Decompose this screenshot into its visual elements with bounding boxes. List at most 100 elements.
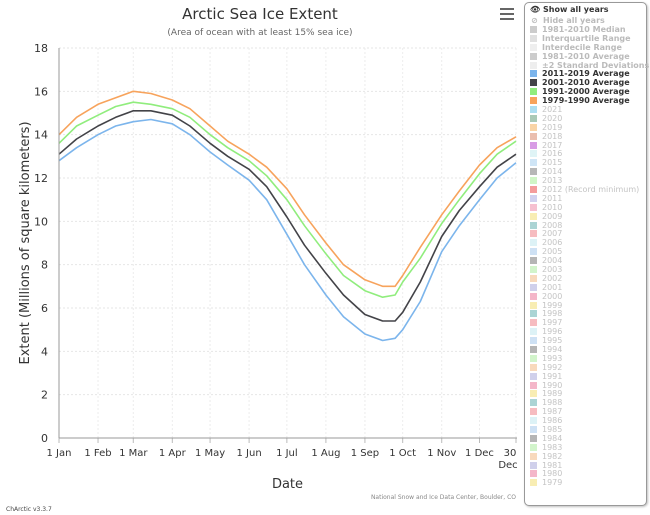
legend-item-label: Interquartile Range [542,33,631,43]
legend-item-label: 1994 [542,345,563,355]
legend-swatch-icon [530,88,537,96]
legend-item[interactable]: 1981-2010 Average [525,52,646,61]
legend-item[interactable]: 1999 [525,301,646,310]
legend-item[interactable]: 2004 [525,256,646,265]
legend-item[interactable]: 1993 [525,354,646,363]
y-tick-label: 14 [34,129,48,142]
legend-item-label: ±2 Standard Deviations [542,60,650,70]
legend-item[interactable]: ±2 Standard Deviations [525,60,650,70]
legend-item[interactable]: 2011 [525,194,646,203]
legend-swatch-icon [530,159,537,167]
legend-item[interactable]: 2003 [525,265,646,274]
legend-item[interactable]: 2001 [525,283,646,292]
legend-item[interactable]: 2012 (Record minimum) [525,185,646,194]
eye-icon: 👁 [530,5,541,14]
legend-swatch-icon [530,452,537,460]
legend-item[interactable]: 1998 [525,309,646,318]
legend-item[interactable]: 1981 [525,461,646,470]
legend-item[interactable]: 1982 [525,452,646,461]
legend-item[interactable]: 2020 [525,114,646,123]
legend-item[interactable]: 2016 [525,149,646,158]
legend-item[interactable]: 1995 [525,336,646,345]
x-tick-label: 1 Jan [47,448,72,459]
legend-item[interactable]: 2009 [525,212,646,221]
legend-item[interactable]: 1992 [525,363,646,372]
legend-swatch-icon [530,434,537,442]
series-line-2011-2019-average[interactable] [58,118,517,342]
legend-item[interactable]: 1990 [525,381,646,390]
legend-item-label: 1988 [542,398,563,408]
show-all-years-button[interactable]: 👁 Show all years [530,5,609,14]
legend-item[interactable]: 1989 [525,389,646,398]
legend-swatch-icon [530,390,537,398]
legend-item-label: 1981-2010 Average [542,51,630,61]
legend-item-label: 1995 [542,336,563,346]
legend-swatch-icon [530,114,537,122]
series-line-1991-2000-average[interactable] [58,101,517,299]
credit-text: National Snow and Ice Data Center, Bould… [370,494,516,501]
legend-swatch-icon [530,123,537,131]
legend-swatch-icon [530,301,537,309]
legend-item[interactable]: 1979-1990 Average [525,96,646,105]
legend-item[interactable]: Interquartile Range [525,34,646,43]
series-line-1979-1990-average[interactable] [58,90,517,288]
legend-swatch-icon [530,248,537,256]
legend-item[interactable]: 2021 [525,105,646,114]
series-line-2001-2010-average[interactable] [58,110,517,322]
legend-item[interactable]: 2002 [525,274,646,283]
legend-swatch-icon [530,141,537,149]
legend-item[interactable]: 1984 [525,434,646,443]
legend-item[interactable]: 2008 [525,221,646,230]
legend-swatch-icon [530,310,537,318]
legend-item[interactable]: 1988 [525,398,646,407]
legend-item[interactable]: 1997 [525,318,646,327]
line-chart: 0 2 4 6 8 10 12 14 16 18 1 Jan 1 Feb 1 Mar 1 Apr 1 Ma… [18,42,518,471]
legend-item[interactable]: 2000 [525,292,646,301]
x-tick-label: 1 Jun [237,448,262,459]
legend-item[interactable]: 2018 [525,132,646,141]
legend-item[interactable]: 1991 [525,372,646,381]
hamburger-menu-icon[interactable] [500,8,514,20]
legend-item[interactable]: 2007 [525,229,646,238]
legend-item[interactable]: 1980 [525,469,646,478]
legend-swatch-icon [530,265,537,273]
legend-item-label: 1984 [542,433,563,443]
legend-item[interactable]: 1987 [525,407,646,416]
legend-item[interactable]: 2005 [525,247,646,256]
legend-item-label: 1981-2010 Median [542,24,626,34]
legend-item[interactable]: Interdecile Range [525,43,646,52]
legend-swatch-icon [530,479,537,487]
legend-item-label: 2020 [542,113,563,123]
legend-swatch-icon [530,239,537,247]
legend-item[interactable]: 1996 [525,327,646,336]
legend-swatch-icon [530,337,537,345]
hide-all-years-button[interactable]: ⊘ Hide all years [531,16,605,25]
legend-item[interactable]: 1994 [525,345,646,354]
legend-item[interactable]: 2019 [525,123,646,132]
legend-swatch-icon [530,354,537,362]
legend-item[interactable]: 2014 [525,167,646,176]
legend-item[interactable]: 2001-2010 Average [525,78,646,87]
legend-swatch-icon [530,399,537,407]
legend-item-label: 1992 [542,362,563,372]
legend-swatch-icon [530,97,537,105]
legend-item[interactable]: 1986 [525,416,646,425]
legend-swatch-icon [530,426,537,434]
legend-item[interactable]: 2013 [525,176,646,185]
legend-item-label: 2013 [542,176,563,186]
legend-item[interactable]: 1981-2010 Median [525,25,646,34]
legend-item[interactable]: 1985 [525,425,646,434]
legend-swatch-icon [530,346,537,353]
legend-item[interactable]: 2011-2019 Average [525,69,646,78]
legend-item[interactable]: 2017 [525,141,646,150]
legend-item[interactable]: 1991-2000 Average [525,87,646,96]
legend-item[interactable]: 2006 [525,238,646,247]
legend-item-label: Interdecile Range [542,42,622,52]
legend-item[interactable]: 2015 [525,158,646,167]
legend-item[interactable]: 2010 [525,203,646,212]
legend-item-label: 2005 [542,247,563,257]
legend-item[interactable]: 1979 [525,478,646,487]
chart-title: Arctic Sea Ice Extent [182,5,338,23]
legend-item[interactable]: 1983 [525,443,646,452]
legend-item-label: 1981 [542,460,563,470]
